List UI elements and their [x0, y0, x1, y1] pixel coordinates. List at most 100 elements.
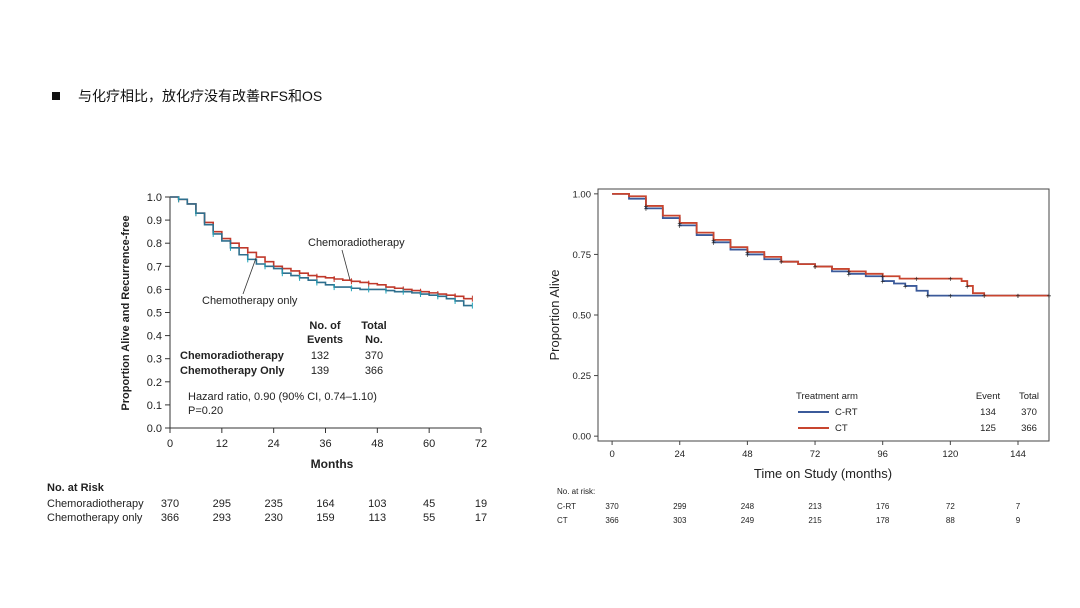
- legend-event-crt: 134: [980, 407, 996, 418]
- right-y-tick-label: 0.25: [573, 371, 592, 382]
- right-at-risk-value: 72: [946, 502, 955, 511]
- right-series-line-crt: [612, 192, 1049, 297]
- hazard-ratio-text: Hazard ratio, 0.90 (90% CI, 0.74–1.10): [188, 391, 377, 403]
- legend-event-ct: 125: [980, 423, 996, 434]
- left-y-tick-label: 0.6: [147, 284, 162, 296]
- headline-text: 与化疗相比，放化疗没有改善RFS和OS: [78, 88, 323, 104]
- left-at-risk-value: 45: [423, 498, 435, 510]
- left-x-tick-label: 24: [268, 438, 280, 450]
- left-y-tick-label: 0.0: [147, 423, 162, 435]
- right-x-tick-label: 0: [609, 449, 614, 460]
- left-x-tick-label: 72: [475, 438, 487, 450]
- right-at-risk-value: 215: [808, 516, 822, 525]
- left-at-risk-value: 159: [316, 512, 334, 524]
- right-censor-mark: +: [948, 292, 953, 301]
- right-censor-mark: +: [1047, 292, 1052, 301]
- right-at-risk-value: 213: [808, 502, 822, 511]
- right-chart-os: 0.00 0.25 0.50 0.75 1.00 0 24 48 72 96 120 144 + + + +…: [547, 188, 1052, 525]
- bullet-square-icon: [52, 92, 60, 100]
- left-y-tick-label: 0.9: [147, 215, 162, 227]
- right-censor-mark: +: [677, 221, 682, 230]
- table-events-header-1: No. of: [309, 320, 340, 332]
- table-row-total: 366: [365, 365, 383, 377]
- headline: 与化疗相比，放化疗没有改善RFS和OS: [52, 86, 322, 106]
- left-at-risk-value: 164: [316, 498, 334, 510]
- right-at-risk-value: 303: [673, 516, 687, 525]
- left-y-tick-label: 1.0: [147, 192, 162, 204]
- right-censor-mark: +: [847, 267, 852, 276]
- right-at-risk-value: 248: [741, 502, 755, 511]
- right-at-risk-value: 249: [741, 516, 755, 525]
- legend-total-ct: 366: [1021, 423, 1037, 434]
- table-row-label: Chemotherapy Only: [180, 365, 285, 377]
- legend-label-ct: CT: [835, 423, 848, 434]
- right-x-tick-label: 144: [1010, 449, 1026, 460]
- right-censor-mark: +: [813, 263, 818, 272]
- left-at-risk-value: 103: [368, 498, 386, 510]
- right-censor-mark: +: [948, 275, 953, 284]
- right-censor-mark: +: [779, 258, 784, 267]
- left-y-tick-label: 0.8: [147, 238, 162, 250]
- right-at-risk-value: 370: [605, 502, 619, 511]
- right-censor-mark: +: [880, 277, 885, 286]
- annot-chemo-only-pointer: [242, 257, 257, 295]
- legend-label-crt: C-RT: [835, 407, 858, 418]
- right-x-axis-label: Time on Study (months): [754, 466, 892, 481]
- left-x-tick-label: 0: [167, 438, 173, 450]
- right-censor-mark: +: [711, 238, 716, 247]
- left-series-line-chemotherapy-only: [170, 196, 473, 307]
- right-censor-mark: +: [965, 282, 970, 291]
- right-censor-mark: +: [745, 250, 750, 259]
- right-y-tick-label: 0.00: [573, 432, 592, 443]
- left-y-tick-label: 0.4: [147, 331, 162, 343]
- table-events-header-2: Events: [307, 334, 343, 346]
- table-row-events: 132: [311, 350, 329, 362]
- right-censor-mark: +: [925, 292, 930, 301]
- left-y-tick-label: 0.5: [147, 308, 162, 320]
- at-risk-title: No. at Risk: [47, 482, 105, 494]
- left-x-tick-label: 60: [423, 438, 435, 450]
- right-at-risk-value: 299: [673, 502, 687, 511]
- right-x-tick-label: 96: [877, 449, 888, 460]
- left-x-tick-label: 48: [371, 438, 383, 450]
- table-row-label: Chemoradiotherapy: [180, 350, 285, 362]
- at-risk-row-label: Chemoradiotherapy: [47, 498, 144, 510]
- p-value-text: P=0.20: [188, 405, 223, 417]
- legend-total-header: Total: [1019, 391, 1039, 402]
- left-at-risk-value: 293: [213, 512, 231, 524]
- at-risk-row-label: Chemotherapy only: [47, 512, 143, 524]
- right-censor-mark: +: [745, 248, 750, 257]
- at-risk-row-label-right: C-RT: [557, 502, 576, 511]
- right-plot-frame: [597, 188, 1050, 442]
- right-y-tick-label: 1.00: [573, 189, 592, 200]
- annot-chemo-only: Chemotherapy only: [202, 295, 298, 307]
- left-x-tick-label: 36: [319, 438, 331, 450]
- left-y-axis-label: Proportion Alive and Recurrence-free: [120, 215, 132, 410]
- at-risk-row-label-right: CT: [557, 516, 568, 525]
- right-at-risk-value: 178: [876, 516, 890, 525]
- right-y-tick-label: 0.50: [573, 311, 592, 322]
- right-censor-mark: +: [1016, 292, 1021, 301]
- right-y-axis-label: Proportion Alive: [547, 269, 562, 360]
- legend-title: Treatment arm: [796, 391, 858, 402]
- right-x-tick-label: 24: [674, 449, 685, 460]
- left-at-risk-value: 295: [213, 498, 231, 510]
- right-x-tick-label: 48: [742, 449, 753, 460]
- at-risk-title-right: No. at risk:: [557, 487, 595, 496]
- left-y-tick-label: 0.1: [147, 400, 162, 412]
- right-at-risk-value: 366: [605, 516, 619, 525]
- right-y-tick-label: 0.75: [573, 250, 592, 261]
- table-row-total: 370: [365, 350, 383, 362]
- right-x-tick-label: 72: [810, 449, 821, 460]
- right-censor-mark: +: [847, 270, 852, 279]
- left-at-risk-value: 235: [264, 498, 282, 510]
- right-censor-mark: +: [903, 282, 908, 291]
- right-censor-mark: +: [1047, 292, 1052, 301]
- right-x-tick-label: 120: [942, 449, 958, 460]
- right-censor-mark: +: [982, 292, 987, 301]
- left-at-risk-value: 230: [264, 512, 282, 524]
- right-at-risk-value: 7: [1016, 502, 1021, 511]
- left-at-risk-value: 113: [369, 512, 387, 524]
- right-censor-mark: +: [644, 202, 649, 211]
- left-x-axis-label: Months: [311, 457, 354, 471]
